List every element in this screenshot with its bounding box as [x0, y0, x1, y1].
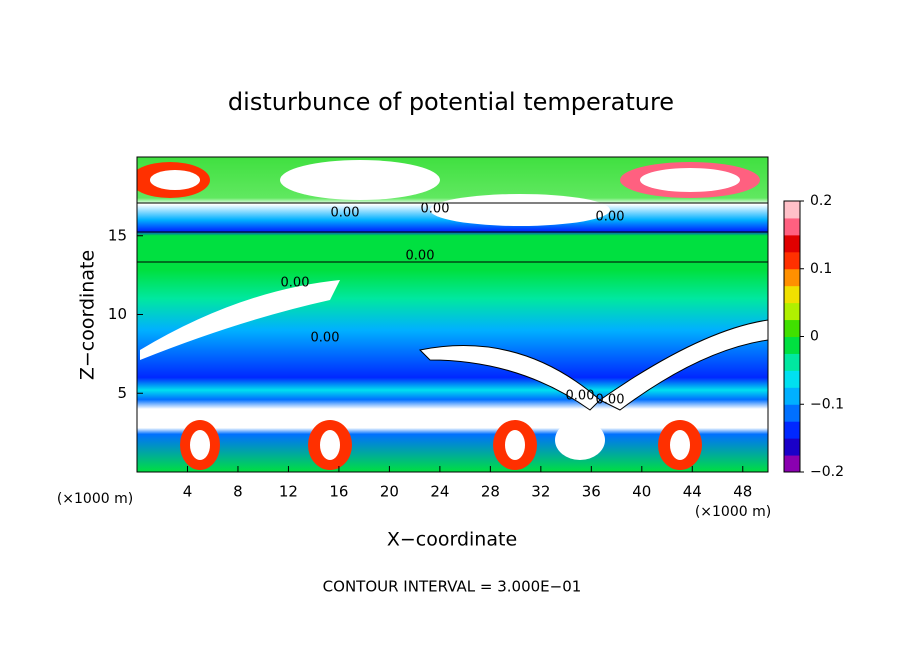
- colorbar-tick-label: 0.2: [810, 193, 832, 209]
- colorbar-swatch: [784, 302, 800, 321]
- colorbar-swatch: [784, 201, 800, 219]
- x-tick-label: 16: [329, 483, 348, 501]
- colorbar-swatch: [784, 455, 800, 473]
- colorbar-swatch: [784, 319, 800, 337]
- x-tick-label: 20: [380, 483, 399, 501]
- contour-label: 0.00: [421, 202, 450, 217]
- x-tick-label: 36: [582, 483, 601, 501]
- colorbar-swatch: [784, 353, 800, 371]
- x-tick-label: 4: [183, 483, 193, 501]
- y-tick-label: 15: [108, 226, 127, 244]
- y-axis-label: Z−coordinate: [77, 250, 99, 380]
- colorbar-swatch: [784, 251, 800, 270]
- colorbar-tick-label: −0.2: [810, 464, 844, 480]
- x-tick-label: 12: [279, 483, 298, 501]
- contour-field: [137, 157, 768, 472]
- colorbar-swatch: [784, 217, 800, 236]
- x-tick-label: 48: [733, 483, 752, 501]
- y-tick-label: 10: [108, 305, 127, 323]
- chart-title: disturbunce of potential temperature: [228, 88, 674, 116]
- x-axis-label: X−coordinate: [387, 529, 517, 551]
- x-tick-label: 28: [481, 483, 500, 501]
- colorbar-swatch: [784, 387, 800, 405]
- x-tick-label: 40: [632, 483, 651, 501]
- colorbar-swatch: [784, 268, 800, 287]
- colorbar-tick-label: 0: [810, 329, 819, 345]
- contour-label: 0.00: [281, 276, 310, 291]
- contour-label: 0.00: [331, 206, 360, 221]
- contour-label: 0.00: [406, 249, 435, 264]
- x-unit-label: (×1000 m): [57, 491, 133, 507]
- colorbar-swatch: [784, 285, 800, 304]
- colorbar-swatch: [784, 370, 800, 388]
- colorbar-swatch: [784, 404, 800, 422]
- colorbar-swatch: [784, 336, 800, 354]
- x-tick-label: 24: [430, 483, 449, 501]
- y-tick-label: 5: [117, 384, 127, 402]
- contour-label: 0.00: [596, 393, 625, 408]
- x-tick-label: 44: [683, 483, 702, 501]
- x-tick-label: 8: [233, 483, 243, 501]
- x-tick-label: 32: [531, 483, 550, 501]
- colorbar-tick-label: −0.1: [810, 396, 844, 412]
- contour-label: 0.00: [311, 331, 340, 346]
- contour-label: 0.00: [566, 389, 595, 404]
- contour-label: 0.00: [596, 210, 625, 225]
- colorbar-tick-label: 0.1: [810, 261, 832, 277]
- colorbar-swatch: [784, 234, 800, 253]
- colorbar-swatch: [784, 438, 800, 456]
- colorbar-swatch: [784, 421, 800, 439]
- x-unit-label: (×1000 m): [695, 504, 771, 520]
- footer-note: CONTOUR INTERVAL = 3.000E−01: [323, 578, 582, 596]
